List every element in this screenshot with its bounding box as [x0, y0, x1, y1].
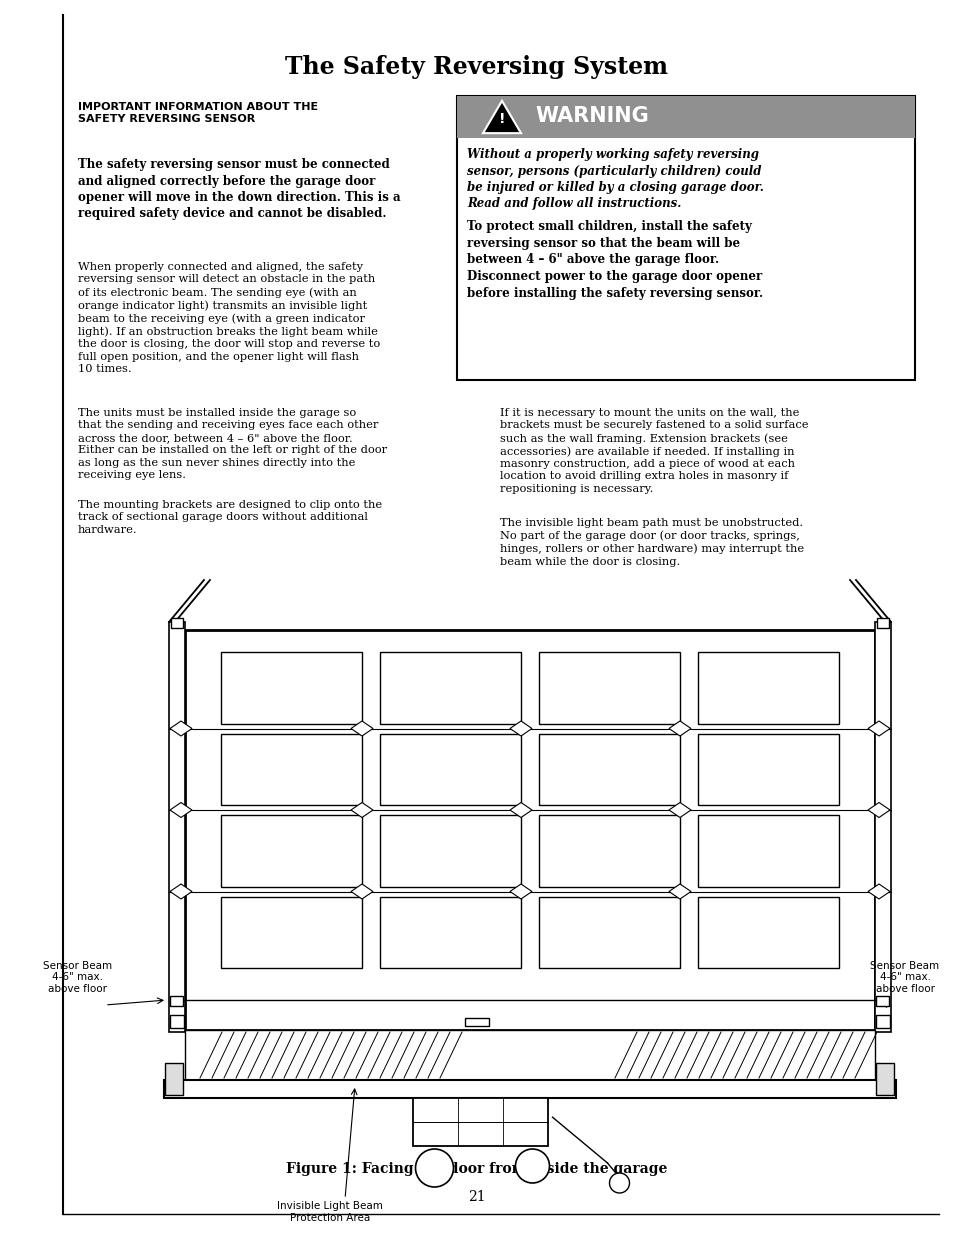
Bar [698, 733, 838, 805]
Bar [875, 1015, 889, 1028]
Bar [379, 652, 520, 724]
Polygon shape [867, 803, 889, 818]
Polygon shape [351, 721, 373, 736]
Bar [221, 652, 361, 724]
Polygon shape [170, 803, 192, 818]
Polygon shape [482, 100, 520, 133]
Text: 21: 21 [468, 1189, 485, 1204]
Circle shape [609, 1173, 629, 1193]
Bar [379, 897, 520, 968]
Polygon shape [668, 803, 690, 818]
Text: Disconnect power to the garage door opener
before installing the safety reversin: Disconnect power to the garage door open… [467, 270, 762, 300]
Text: The safety reversing sensor must be connected
and aligned correctly before the g: The safety reversing sensor must be conn… [78, 159, 400, 221]
Bar [538, 897, 679, 968]
Text: The Safety Reversing System: The Safety Reversing System [285, 55, 668, 79]
Polygon shape [867, 721, 889, 736]
Bar [876, 618, 888, 628]
Bar [538, 733, 679, 805]
Bar [221, 733, 361, 805]
Text: When properly connected and aligned, the safety
reversing sensor will detect an : When properly connected and aligned, the… [78, 261, 380, 374]
Polygon shape [668, 721, 690, 736]
Text: IMPORTANT INFORMATION ABOUT THE
SAFETY REVERSING SENSOR: IMPORTANT INFORMATION ABOUT THE SAFETY R… [78, 102, 317, 124]
Bar [379, 733, 520, 805]
Text: !: ! [498, 112, 505, 126]
Text: The mounting brackets are designed to clip onto the
track of sectional garage do: The mounting brackets are designed to cl… [78, 501, 382, 535]
Bar [185, 1030, 874, 1080]
Text: Sensor Beam
4-6" max.
above floor: Sensor Beam 4-6" max. above floor [869, 960, 939, 994]
Polygon shape [170, 721, 192, 736]
Polygon shape [668, 883, 690, 900]
Bar [412, 1098, 547, 1146]
Bar [379, 815, 520, 886]
Polygon shape [510, 721, 532, 736]
Bar [698, 652, 838, 724]
Bar [185, 629, 874, 1030]
Bar [221, 897, 361, 968]
Text: Without a properly working safety reversing
sensor, persons (particularly childr: Without a properly working safety revers… [467, 147, 763, 211]
Text: The units must be installed inside the garage so
that the sending and receiving : The units must be installed inside the g… [78, 408, 387, 479]
Text: Figure 1: Facing the door from inside the garage: Figure 1: Facing the door from inside th… [286, 1162, 667, 1176]
Bar [538, 652, 679, 724]
Bar [538, 815, 679, 886]
Polygon shape [351, 803, 373, 818]
Bar [456, 95, 914, 380]
Bar [464, 1018, 489, 1026]
Bar [221, 815, 361, 886]
Polygon shape [510, 803, 532, 818]
Bar [456, 95, 914, 138]
Bar [165, 1063, 183, 1095]
Bar [164, 1080, 895, 1098]
Circle shape [416, 1149, 453, 1187]
Text: If it is necessary to mount the units on the wall, the
brackets must be securely: If it is necessary to mount the units on… [499, 408, 807, 494]
Polygon shape [351, 883, 373, 900]
Bar [875, 996, 888, 1006]
Bar [698, 815, 838, 886]
Text: Invisible Light Beam
Protection Area: Invisible Light Beam Protection Area [276, 1201, 382, 1223]
Bar [875, 1063, 893, 1095]
Bar [698, 897, 838, 968]
Text: WARNING: WARNING [535, 107, 648, 126]
Text: Sensor Beam
4-6" max.
above floor: Sensor Beam 4-6" max. above floor [44, 960, 112, 994]
Text: To protect small children, install the safety
reversing sensor so that the beam : To protect small children, install the s… [467, 221, 751, 266]
Bar [171, 618, 183, 628]
Bar [169, 622, 185, 1032]
Circle shape [515, 1149, 549, 1183]
Bar [170, 996, 183, 1006]
Bar [874, 622, 890, 1032]
Text: The invisible light beam path must be unobstructed.
No part of the garage door (: The invisible light beam path must be un… [499, 518, 803, 566]
Bar [170, 1015, 184, 1028]
Polygon shape [170, 883, 192, 900]
Polygon shape [510, 883, 532, 900]
Polygon shape [867, 883, 889, 900]
